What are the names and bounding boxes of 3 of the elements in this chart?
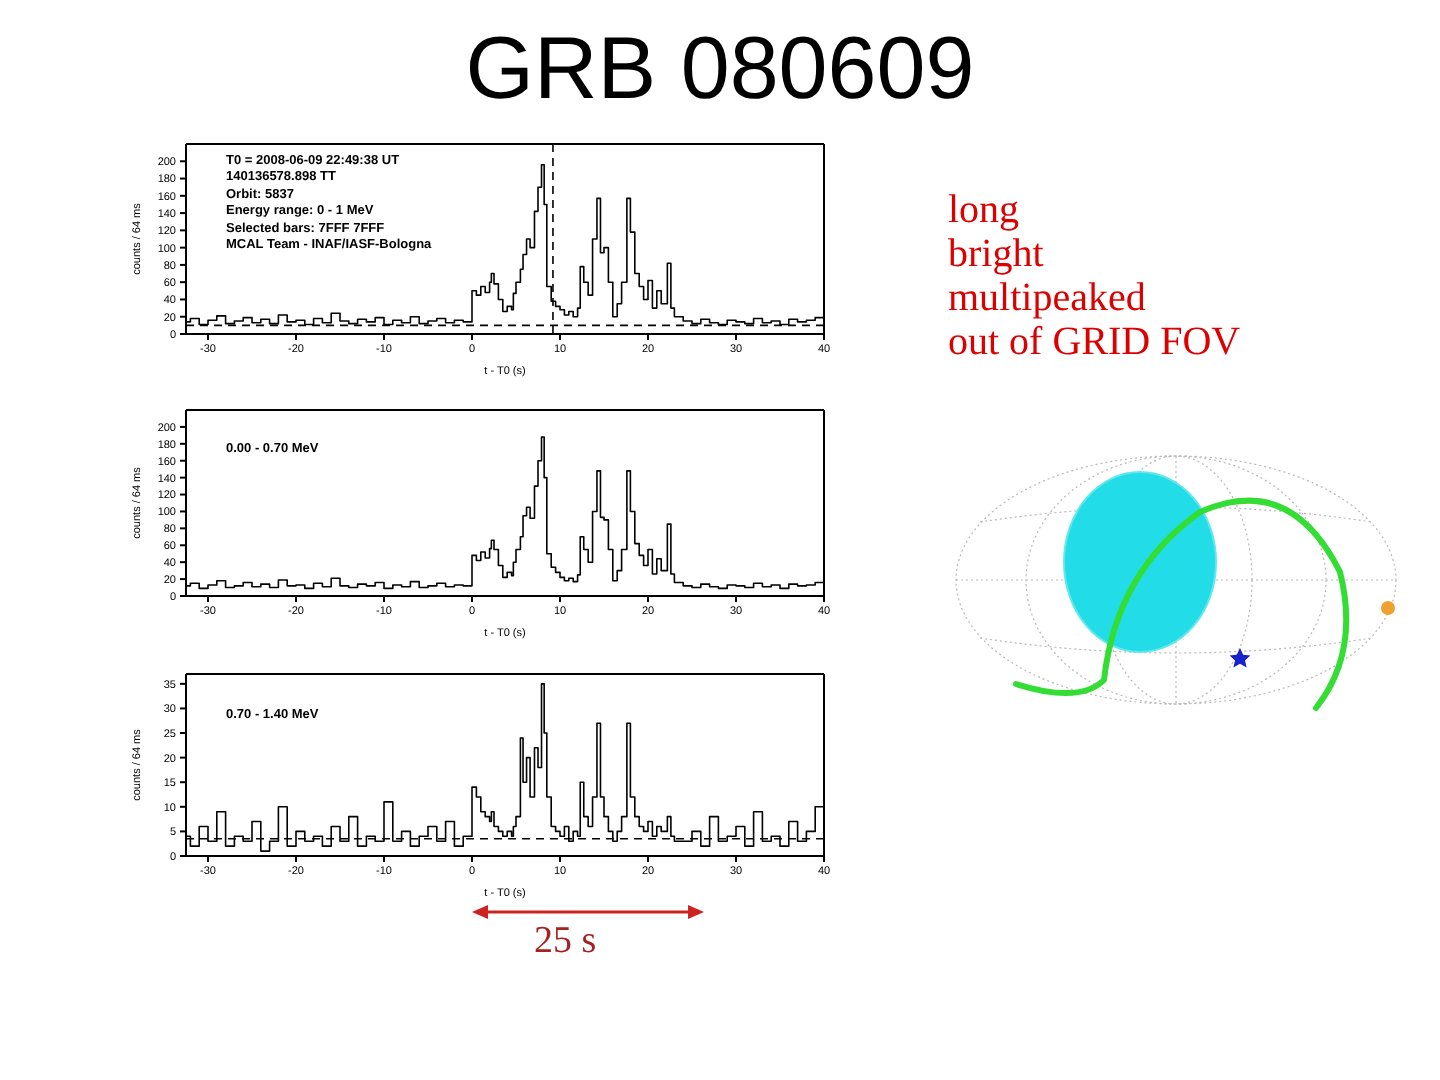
text: long bright multipeaked out of GRID FOV <box>948 188 1241 364</box>
text: 25 s <box>534 920 597 962</box>
chart-title: GRB 080609 <box>463 20 977 120</box>
